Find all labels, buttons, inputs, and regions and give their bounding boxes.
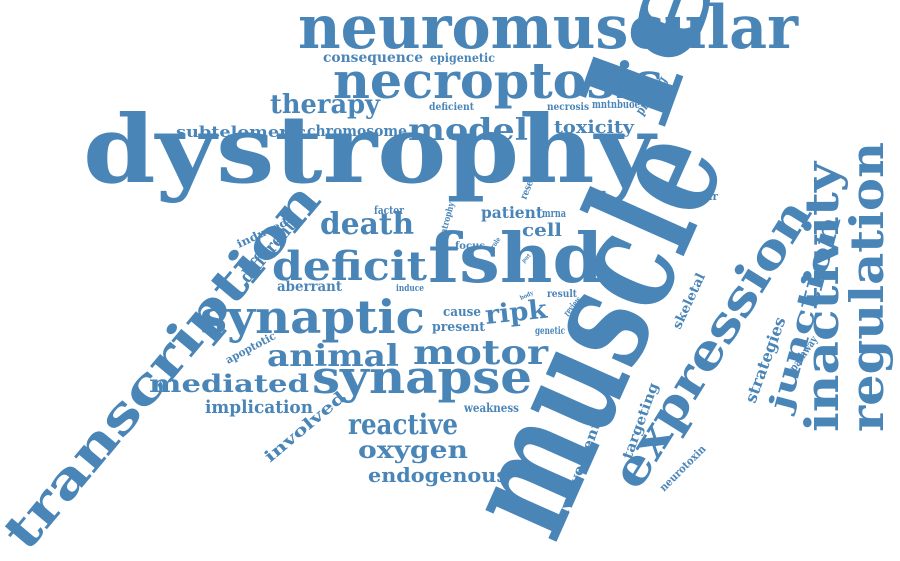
word-epigenetic: epigenetic <box>430 51 495 65</box>
word-mntnbuoe: mntnbuoe <box>592 98 640 111</box>
word-dystrophy: dystrophy <box>83 95 658 205</box>
word-muscular: muscular <box>663 190 718 203</box>
word-cell: cell <box>522 220 562 241</box>
word-necroptosis: necroptosis <box>333 51 663 110</box>
word-chromosome: chromosome <box>307 122 407 140</box>
word-mediated: mediated <box>149 369 309 398</box>
word-oxygen: oxygen <box>358 435 468 464</box>
word-model: model <box>408 113 528 148</box>
word-reactive: reactive <box>348 408 458 441</box>
word-synaptic: synaptic <box>200 290 425 344</box>
word-focus: focus <box>455 241 485 252</box>
word-necrosis: necrosis <box>547 102 589 113</box>
word-motor: motor <box>413 333 549 373</box>
word-deficit: deficit <box>272 243 428 290</box>
word-fshd: fshd <box>428 219 603 299</box>
word-weakness: weakness <box>463 401 519 415</box>
word-result: result <box>547 289 577 300</box>
word-inactivity: inactivity <box>795 161 849 432</box>
word-ripk: ripk <box>484 295 550 331</box>
word-subtelomeric: subtelomeric <box>176 123 306 141</box>
word-patient: patient <box>481 203 544 222</box>
word-death: death <box>320 207 414 242</box>
word-endogenous: endogenous <box>368 463 508 487</box>
word-synapse: synapse <box>312 350 532 404</box>
word-factor: factor <box>374 204 404 217</box>
word-consequence: consequence <box>323 50 423 66</box>
word-induce: induce <box>396 284 424 294</box>
word-deficient: deficient <box>429 102 474 113</box>
word-therapy: therapy <box>270 90 381 120</box>
word-toxicity: toxicity <box>554 117 635 138</box>
word-regulation: regulation <box>840 142 894 432</box>
word-vitro: vitro <box>473 261 488 270</box>
word-present: present <box>432 320 485 335</box>
word-neuromuscular: neuromuscular <box>298 0 799 63</box>
word-implication: implication <box>205 397 313 418</box>
word-mrna: mrna <box>542 207 566 220</box>
word-animal: animal <box>267 339 399 374</box>
word-cause: cause <box>443 305 481 320</box>
word-aberrant: aberrant <box>277 279 342 295</box>
word-genetic: genetic <box>535 326 565 337</box>
